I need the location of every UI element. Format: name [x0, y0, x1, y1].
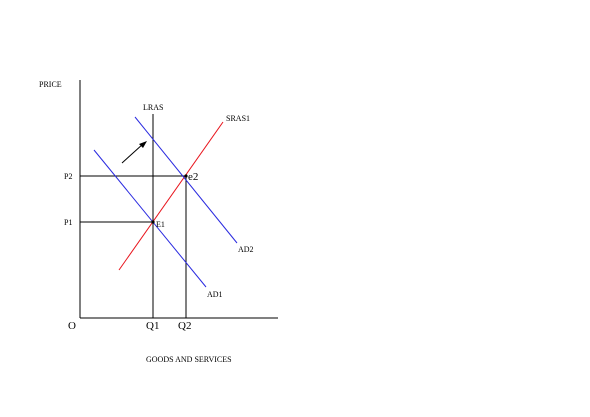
p2-label: P2 [64, 172, 72, 181]
origin-label: O [68, 320, 76, 332]
e1-label: E1 [156, 220, 165, 229]
e1-point [151, 220, 155, 224]
q2-label: Q2 [178, 320, 191, 332]
ad1-curve [93, 149, 207, 288]
ad1-label: AD1 [207, 290, 223, 299]
y-axis-label: PRICE [39, 80, 62, 89]
e2-label: e2 [188, 171, 198, 183]
lras-label: LRAS [143, 103, 163, 112]
ad2-label: AD2 [238, 245, 254, 254]
sras-label: SRAS1 [226, 114, 250, 123]
shift-arrow [121, 143, 144, 164]
shift-arrow-head [139, 141, 147, 148]
q1-label: Q1 [146, 320, 159, 332]
p1-label: P1 [64, 218, 72, 227]
sras-curve [118, 121, 224, 271]
e2-point [184, 174, 188, 178]
ad2-curve [134, 116, 238, 244]
x-axis-label: GOODS AND SERVICES [146, 355, 232, 364]
